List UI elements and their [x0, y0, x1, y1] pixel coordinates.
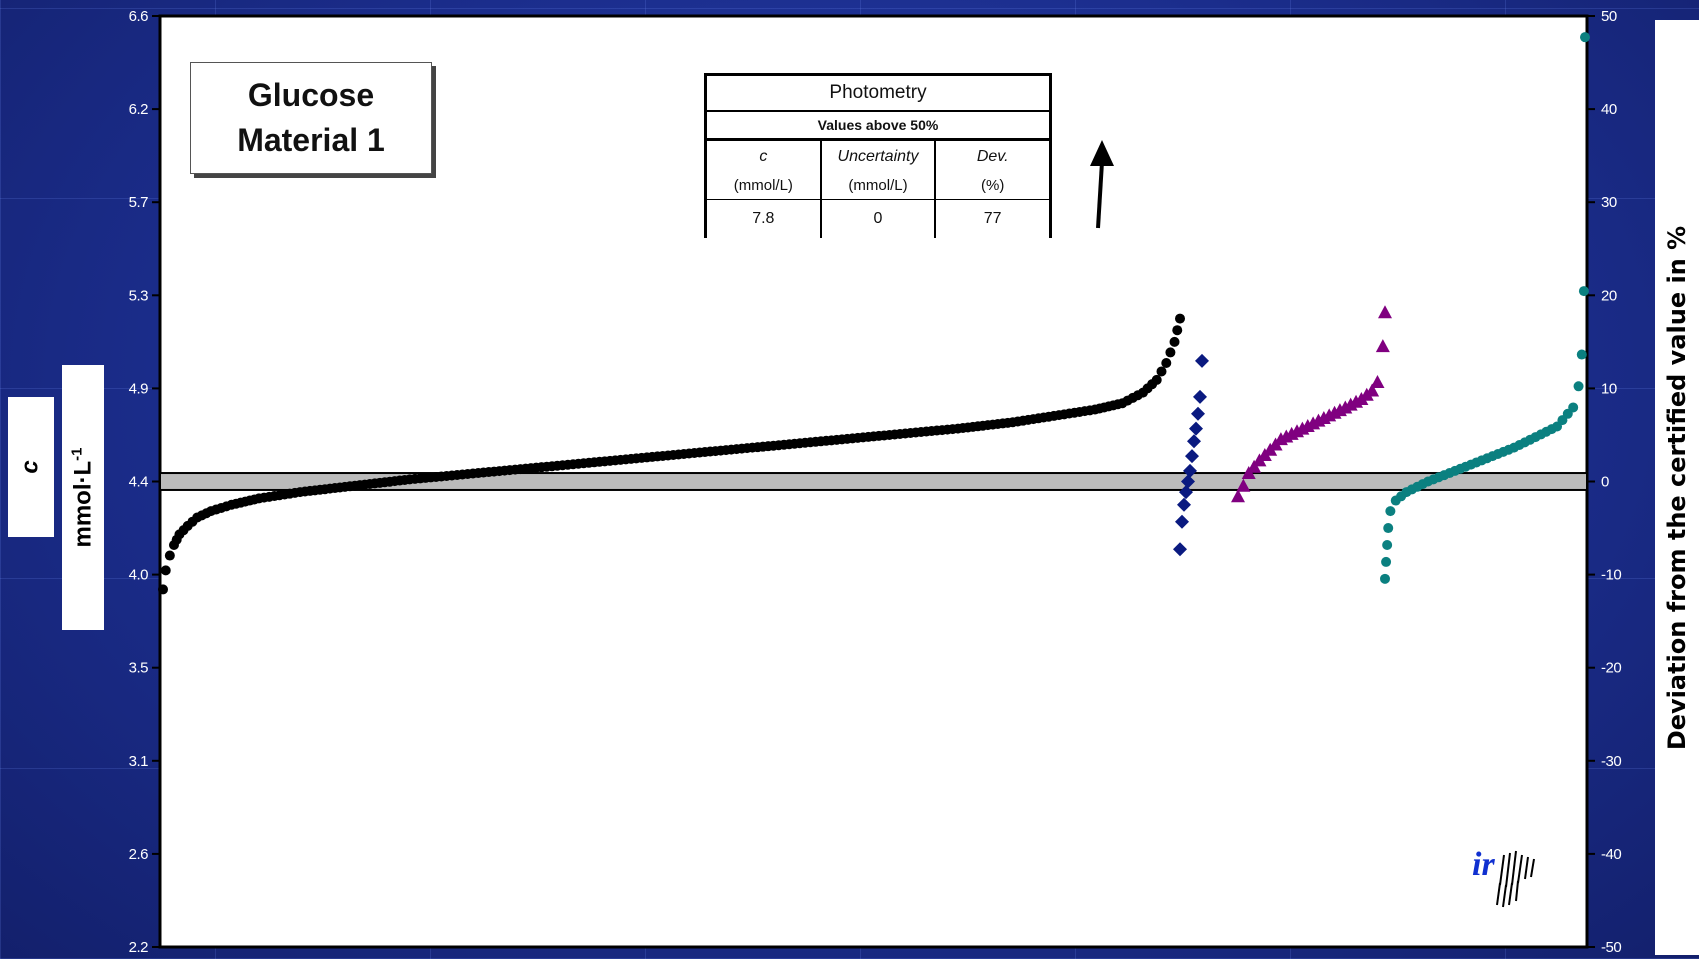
table-header: Photometry: [707, 76, 1049, 112]
table-value-c: 7.8: [707, 200, 822, 238]
data-point: [1175, 514, 1189, 529]
left-axis-unit-exponent: -1: [68, 447, 86, 461]
data-point: [160, 565, 171, 576]
left-tick-label: 5.3: [129, 287, 149, 304]
left-tick-label: 6.2: [129, 101, 149, 118]
data-point: [1375, 339, 1390, 353]
data-point: [1151, 374, 1162, 385]
data-point: [1181, 474, 1195, 489]
data-point: [1195, 353, 1209, 368]
up-arrow-icon: [1090, 140, 1114, 166]
left-axis-label-c: c: [8, 397, 54, 537]
table-unit-dev: (%): [936, 173, 1050, 200]
chart-title-line2: Material 1: [237, 122, 385, 158]
right-axis-label: Deviation from the certified value in %: [1655, 20, 1699, 955]
table-value-dev: 77: [983, 210, 1002, 227]
right-tick-label: -20: [1601, 660, 1621, 677]
data-point: [1382, 539, 1393, 550]
right-tick-label: 50: [1601, 8, 1617, 25]
left-tick-label: 5.7: [129, 194, 149, 211]
data-point: [1193, 389, 1207, 404]
table-col-dev: Dev.: [976, 148, 1009, 165]
table-unit-c: (mmol/L): [707, 173, 822, 200]
data-point: [1183, 463, 1197, 478]
data-point: [1580, 32, 1590, 43]
data-point: [1370, 375, 1385, 389]
table-value-uncertainty: 0: [822, 200, 937, 238]
right-tick-label: 40: [1601, 101, 1617, 118]
data-point: [1385, 506, 1396, 517]
right-tick-label: 30: [1601, 194, 1617, 211]
data-point: [1175, 313, 1185, 324]
data-point: [1573, 381, 1584, 392]
left-axis-unit: mmol·L: [69, 460, 97, 548]
data-point: [1380, 573, 1390, 584]
chart-title-line1: Glucose: [247, 77, 375, 113]
data-point: [1156, 366, 1167, 377]
data-point: [1187, 434, 1201, 449]
right-tick-label: -10: [1601, 567, 1621, 584]
data-point: [1179, 485, 1193, 500]
data-point: [1165, 347, 1176, 358]
left-tick-label: 3.5: [129, 660, 149, 677]
left-tick-label: 4.9: [129, 380, 149, 397]
right-tick-label: -30: [1601, 753, 1621, 770]
right-tick-label: 20: [1601, 287, 1617, 304]
photometry-table: Photometry Values above 50% c Uncertaint…: [704, 73, 1052, 238]
left-tick-label: 6.6: [129, 8, 149, 25]
data-point: [1172, 325, 1183, 336]
right-tick-label: -50: [1601, 939, 1621, 956]
left-tick-label: 4.0: [129, 567, 149, 584]
table-value-row: 7.8 0 77: [707, 200, 1049, 238]
data-point: [1578, 286, 1589, 297]
data-point: [1576, 349, 1587, 360]
table-col-c: c: [707, 141, 822, 173]
data-point: [1189, 421, 1203, 436]
table-unit-row: (mmol/L) (mmol/L) (%): [707, 173, 1050, 200]
data-point: [1236, 478, 1251, 492]
data-point: [1161, 358, 1172, 369]
data-point: [164, 550, 175, 561]
data-point: [1173, 542, 1187, 557]
data-point: [1177, 497, 1191, 512]
table-col-uncertainty: Uncertainty: [822, 141, 937, 173]
data-point: [1185, 449, 1199, 464]
data-point: [158, 584, 168, 595]
left-tick-label: 3.1: [129, 753, 149, 770]
left-tick-label: 2.6: [129, 846, 149, 863]
data-point: [1378, 305, 1392, 319]
right-axis-label-text: Deviation from the certified value in %: [1663, 225, 1692, 750]
institution-logo-icon: ir: [1472, 846, 1535, 908]
right-tick-label: -40: [1601, 846, 1621, 863]
chart-title-box: Glucose Material 1: [190, 62, 432, 174]
right-tick-label: 0: [1601, 474, 1609, 491]
table-column-row: c Uncertainty Dev.: [707, 141, 1049, 173]
left-tick-label: 4.4: [129, 474, 149, 491]
data-point: [1381, 556, 1392, 567]
svg-text:ir: ir: [1472, 846, 1495, 883]
data-point: [1231, 489, 1245, 503]
data-point: [1365, 383, 1380, 397]
right-tick-label: 10: [1601, 380, 1617, 397]
up-arrow-shaft: [1096, 161, 1104, 229]
data-point: [1169, 336, 1180, 347]
data-point: [1191, 406, 1205, 421]
left-axis-label: mmol·L-1: [62, 365, 104, 630]
data-point: [1383, 523, 1394, 534]
data-point: [1568, 402, 1579, 413]
table-subheader: Values above 50%: [707, 112, 1049, 141]
left-tick-label: 2.2: [129, 939, 149, 956]
table-unit-uncertainty: (mmol/L): [821, 173, 937, 200]
c-symbol: c: [16, 460, 44, 474]
